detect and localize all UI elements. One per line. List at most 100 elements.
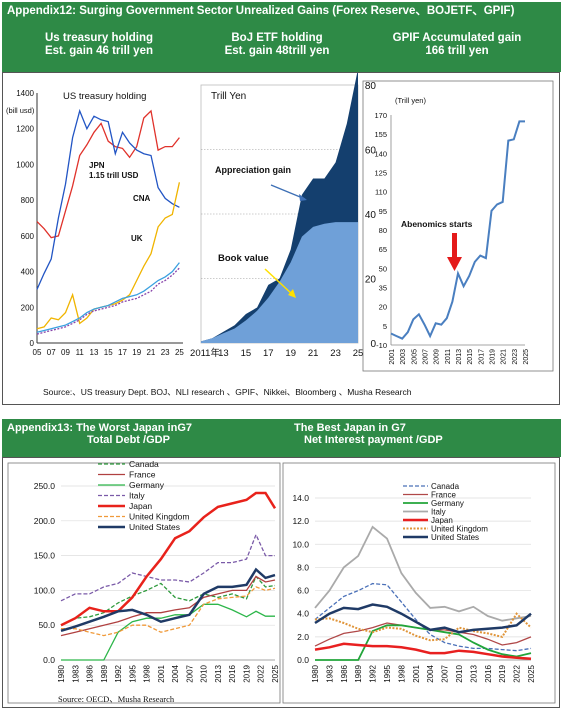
c4-series-line <box>60 533 275 602</box>
c2-xtick-label: 2011年 <box>190 347 220 359</box>
c4-xtick-label: 2019 <box>242 664 251 682</box>
c3-ytick-label: 5 <box>383 322 387 331</box>
c1-annotation: 1.15 trill USD <box>89 171 139 180</box>
c1-annotation: UK <box>131 234 143 243</box>
c2-arrow-line <box>270 184 306 200</box>
appendix13-title-left-line1: Appendix13: The Worst Japan inG7 <box>7 422 192 434</box>
c2-arrow-head <box>299 194 307 201</box>
c5-frame <box>282 462 556 704</box>
c2-xtick-label: 19 <box>285 348 296 359</box>
c3-xtick-label: 2003 <box>400 349 407 365</box>
c3-ytick-label: 80 <box>379 226 387 235</box>
c3-xtick-label: 2019 <box>490 349 497 365</box>
appendix13-title-left: Appendix13: The Worst Japan inG7 Total D… <box>7 422 192 446</box>
c5-xtick-label: 1992 <box>369 664 378 682</box>
c5-ytick-label: 0.0 <box>297 655 309 665</box>
c3-xtick-label: 2023 <box>512 349 519 365</box>
appendix12-title: Appendix12: Surging Government Sector Un… <box>7 5 515 17</box>
c1-ytick-label: 800 <box>21 196 35 205</box>
c3-xtick-label: 2007 <box>423 349 430 365</box>
c5-xtick-label: 1989 <box>354 664 363 682</box>
c3-xtick-label: 2025 <box>523 349 530 365</box>
c4-ytick-label: 0.0 <box>43 655 55 665</box>
c5-xtick-label: 1986 <box>340 664 349 682</box>
appendix13-banner: Appendix13: The Worst Japan inG7 Total D… <box>2 419 561 457</box>
c3-xtick-label: 2009 <box>434 349 441 365</box>
c5-xtick-label: 2016 <box>484 664 493 682</box>
c1-xtick-label: 09 <box>61 348 70 357</box>
c5-xtick-label: 2019 <box>498 664 507 682</box>
appendix13-title-right: The Best Japan in G7 Net Interest paymen… <box>294 422 443 446</box>
c2-annotation: Appreciation gain <box>215 165 291 175</box>
c3-ytick-label: 35 <box>379 284 387 293</box>
c5-series-line <box>314 525 532 622</box>
c5-legend-label: Germany <box>431 499 464 508</box>
c4-xtick-label: 2022 <box>257 664 266 682</box>
c3-ytick-label: -10 <box>376 341 387 350</box>
c1-xtick-label: 17 <box>118 348 127 357</box>
c4-legend-label: Italy <box>129 491 145 501</box>
c4-xtick-label: 1980 <box>57 664 66 682</box>
c5-legend-label: United States <box>431 533 479 542</box>
appendix13-title-left-line2: Total Debt /GDP <box>87 434 170 446</box>
appendix13-title-right-line2: Net Interest payment /GDP <box>304 434 443 446</box>
c1-series-line <box>36 262 180 333</box>
c1-xtick-label: 07 <box>47 348 56 357</box>
c2-xtick-label: 13 <box>218 348 229 359</box>
c1-ytick-label: 1400 <box>16 89 34 98</box>
c5-legend-label: Italy <box>431 508 446 517</box>
c5-xtick-label: 1980 <box>311 664 320 682</box>
c5-xtick-label: 1983 <box>325 664 334 682</box>
c5-series-line <box>314 612 532 642</box>
c4-legend-label: Canada <box>129 459 159 469</box>
c4-ytick-label: 200.0 <box>34 516 56 526</box>
c2-xtick-label: 23 <box>330 348 341 359</box>
c2-xtick-label: 15 <box>241 348 252 359</box>
c1-xtick-label: 21 <box>146 348 155 357</box>
c3-arrow-head <box>447 257 462 271</box>
c4-legend-label: France <box>129 470 156 480</box>
header-gpif: GPIF Accumulated gain 166 trill yen <box>372 32 542 58</box>
c3-xtick-label: 2021 <box>501 349 508 365</box>
c4-xtick-label: 2007 <box>185 664 194 682</box>
c4-xtick-label: 1998 <box>143 664 152 682</box>
c5-series-line <box>314 642 532 661</box>
c2-arrow-line <box>264 268 294 296</box>
c4-series-line <box>60 567 276 632</box>
c4-xtick-label: 1983 <box>71 664 80 682</box>
appendix13-title-right-line1: The Best Japan in G7 <box>294 422 406 434</box>
c1-xtick-label: 25 <box>175 348 184 357</box>
c5-legend-label: Japan <box>431 516 453 525</box>
c2-annotation: Book value <box>218 253 269 264</box>
c1-series-line <box>36 108 180 290</box>
c5-series-line <box>315 624 532 661</box>
c4-ytick-label: 100.0 <box>34 585 56 595</box>
c4-xtick-label: 1986 <box>86 664 95 682</box>
header-boj-etf-line1: BoJ ETF holding <box>231 32 323 44</box>
c3-frame <box>362 80 554 372</box>
c4-frame <box>7 462 281 704</box>
c2-ytick-label: 60 <box>365 146 377 157</box>
c3-xtick-label: 2001 <box>389 349 396 365</box>
c4-xtick-label: 2010 <box>200 664 209 682</box>
c1-ytick-label: 1200 <box>16 125 34 134</box>
header-boj-etf: BoJ ETF holding Est. gain 48trill yen <box>202 32 352 58</box>
c1-xtick-label: 23 <box>161 348 170 357</box>
c5-ytick-label: 2.0 <box>297 632 309 642</box>
c3-arrow-shaft <box>452 233 457 259</box>
c1-xtick-label: 11 <box>76 348 85 357</box>
appendix12-source: Source:、US treasury Dept. BOJ、NLI resear… <box>43 387 412 397</box>
c1-ylabel: (bill usd) <box>6 106 35 115</box>
c5-ytick-label: 14.0 <box>292 493 309 503</box>
c2-arrow-head <box>288 289 296 298</box>
c1-series-line <box>36 267 180 335</box>
c4-ytick-label: 50.0 <box>38 620 55 630</box>
c1-ytick-label: 0 <box>30 339 35 348</box>
c4-xtick-label: 1992 <box>114 664 123 682</box>
c5-ytick-label: 4.0 <box>297 609 309 619</box>
c4-legend-label: United Kingdom <box>129 512 189 522</box>
c4-xtick-label: 2004 <box>171 664 180 682</box>
c1-ytick-label: 600 <box>21 232 35 241</box>
c5-ytick-label: 8.0 <box>297 562 309 572</box>
